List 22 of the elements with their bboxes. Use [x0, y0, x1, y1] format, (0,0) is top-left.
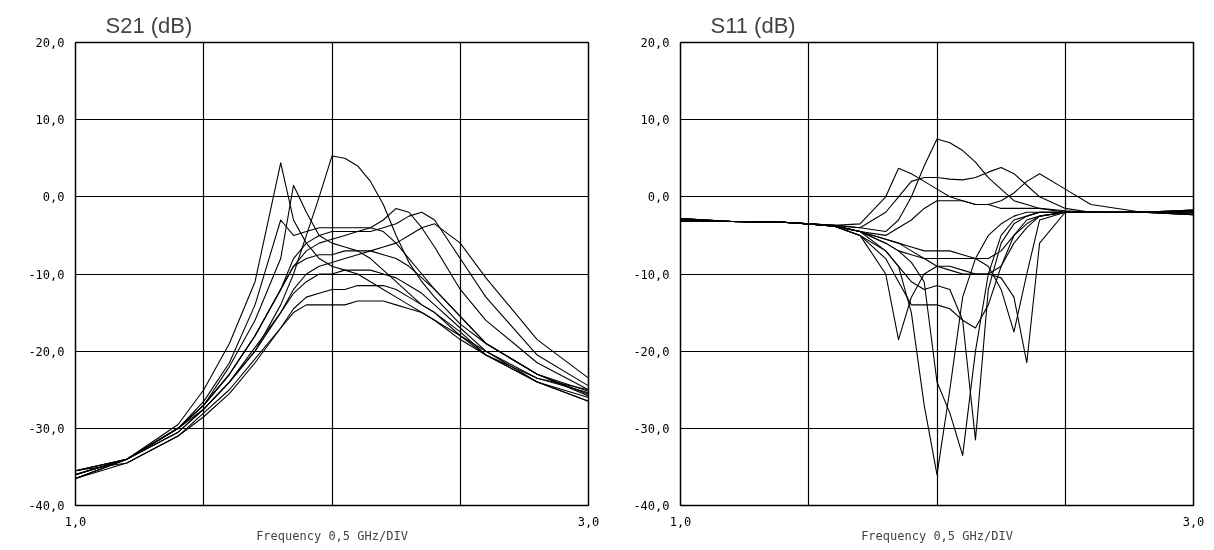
chart-title: S21 (dB) — [105, 12, 193, 38]
x-tick-label: 1,0 — [64, 514, 87, 529]
y-tick-label: -20,0 — [633, 344, 670, 359]
y-tick-label: 20,0 — [640, 36, 670, 50]
x-tick-label: 1,0 — [669, 514, 692, 529]
x-axis-title: Frequency 0,5 GHz/DIV — [861, 528, 1013, 543]
y-tick-label: 10,0 — [35, 113, 65, 128]
y-tick-label: -10,0 — [633, 267, 670, 282]
x-tick-label: 3,0 — [577, 514, 600, 529]
chart-title: S11 (dB) — [710, 12, 796, 38]
y-tick-label: 20,0 — [35, 36, 65, 50]
y-tick-label: 0,0 — [647, 190, 670, 205]
y-tick-label: -20,0 — [28, 344, 65, 359]
x-axis-title: Frequency 0,5 GHz/DIV — [256, 528, 408, 543]
y-tick-label: -30,0 — [28, 421, 65, 436]
y-tick-label: -40,0 — [28, 499, 65, 513]
x-tick-label: 3,0 — [1182, 514, 1205, 529]
y-tick-label: 10,0 — [640, 113, 670, 128]
y-tick-label: -30,0 — [633, 421, 670, 436]
y-tick-label: -40,0 — [633, 499, 670, 513]
y-tick-label: -10,0 — [28, 267, 65, 282]
y-tick-label: 0,0 — [42, 190, 65, 205]
